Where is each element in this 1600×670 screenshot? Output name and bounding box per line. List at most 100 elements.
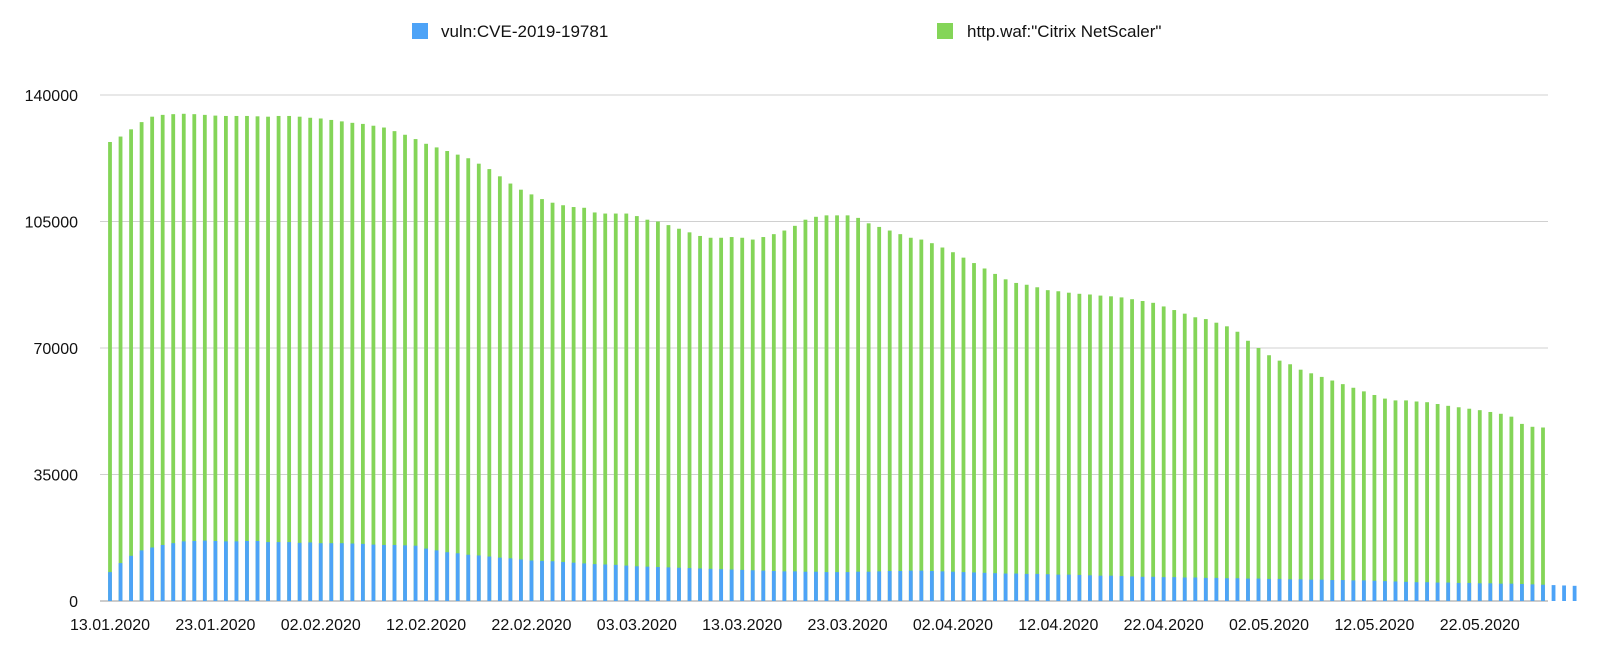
- netscaler-bar: [1541, 427, 1545, 601]
- netscaler-bar: [1109, 296, 1113, 601]
- netscaler-bar: [898, 234, 903, 601]
- netscaler-bar: [192, 114, 197, 601]
- netscaler-bar: [1309, 373, 1314, 601]
- x-tick-label: 13.03.2020: [702, 617, 782, 634]
- cve-bar: [181, 541, 186, 601]
- cve-bar: [266, 542, 270, 601]
- netscaler-bar: [466, 158, 471, 601]
- netscaler-bar: [866, 223, 871, 601]
- cve-bar: [708, 568, 713, 601]
- cve-bar: [1393, 581, 1398, 601]
- netscaler-bar: [561, 205, 565, 602]
- cve-bar: [719, 569, 724, 601]
- netscaler-bar: [550, 202, 555, 601]
- netscaler-bar: [245, 115, 249, 602]
- cve-bar: [1530, 584, 1535, 601]
- cve-bar: [677, 567, 681, 601]
- cve-bar: [761, 570, 766, 601]
- y-tick-label: 35000: [34, 468, 79, 485]
- cve-bar: [887, 571, 892, 601]
- cve-bar: [202, 540, 207, 601]
- netscaler-bar: [318, 118, 323, 602]
- cve-bar: [508, 558, 513, 601]
- netscaler-bar: [1014, 282, 1019, 601]
- x-axis-ticks: 13.01.2020 23.01.2020 02.02.2020 12.02.2020…: [70, 617, 1520, 634]
- netscaler-bar: [1193, 317, 1198, 601]
- cve-bar: [318, 543, 323, 601]
- netscaler-bar: [476, 163, 481, 602]
- netscaler-bar: [1267, 355, 1271, 601]
- netscaler-bar: [1456, 407, 1461, 601]
- x-tick-label: 23.03.2020: [808, 617, 888, 634]
- cve-bar: [1077, 574, 1082, 601]
- netscaler-bar: [1372, 394, 1377, 601]
- netscaler-bar: [814, 216, 818, 602]
- cve-bar: [634, 566, 639, 601]
- netscaler-bar: [908, 237, 913, 601]
- cve-bar: [582, 563, 587, 601]
- cve-bar: [1214, 577, 1219, 601]
- cve-bar: [476, 555, 481, 601]
- cve-bar: [1182, 577, 1187, 601]
- netscaler-bar: [1161, 306, 1166, 601]
- cve-bar: [1045, 574, 1050, 601]
- cve-bar: [729, 569, 734, 601]
- netscaler-bar: [297, 116, 302, 601]
- cve-bar: [1404, 581, 1408, 601]
- netscaler-bar: [951, 252, 955, 601]
- cve-bar: [1488, 583, 1493, 601]
- cve-bar: [1541, 584, 1545, 601]
- netscaler-bars: [108, 113, 1545, 602]
- x-tick-label: 22.02.2020: [491, 617, 571, 634]
- x-tick-label: 12.04.2020: [1018, 617, 1098, 634]
- netscaler-bar: [1024, 284, 1029, 601]
- netscaler-bar: [255, 116, 260, 601]
- netscaler-bar: [234, 115, 239, 602]
- netscaler-bar: [1425, 402, 1429, 601]
- netscaler-bar: [1298, 369, 1303, 601]
- netscaler-bar: [698, 235, 702, 601]
- netscaler-bar: [803, 219, 808, 601]
- cve-bar: [1319, 579, 1324, 601]
- netscaler-bar: [656, 221, 660, 601]
- cve-bar: [1551, 585, 1556, 601]
- netscaler-bar: [982, 268, 987, 601]
- cve-bar: [771, 571, 776, 601]
- cve-bar: [993, 573, 997, 601]
- netscaler-bar: [1256, 348, 1261, 601]
- netscaler-bar: [1151, 302, 1156, 601]
- x-tick-label: 13.01.2020: [70, 617, 150, 634]
- cve-bar: [1014, 573, 1019, 601]
- cve-bar: [1003, 573, 1008, 601]
- cve-bar: [656, 567, 660, 601]
- cve-bar: [803, 571, 808, 601]
- netscaler-bar: [308, 117, 313, 602]
- netscaler-bar: [224, 115, 228, 602]
- netscaler-bar: [1467, 408, 1472, 601]
- x-tick-label: 22.04.2020: [1124, 617, 1204, 634]
- netscaler-bar: [972, 263, 976, 601]
- cve-bar: [1035, 573, 1040, 601]
- netscaler-bar: [729, 237, 734, 602]
- cve-bar: [434, 550, 439, 601]
- cve-bar: [1024, 573, 1029, 601]
- netscaler-bar: [1361, 391, 1366, 601]
- cve-bar: [666, 567, 671, 601]
- netscaler-bar: [1414, 401, 1419, 601]
- cve-bar: [740, 569, 745, 601]
- netscaler-bar: [1088, 294, 1092, 601]
- netscaler-bar: [940, 247, 945, 601]
- netscaler-bar: [740, 237, 745, 601]
- netscaler-bar: [1509, 416, 1514, 601]
- netscaler-bar: [687, 232, 692, 601]
- netscaler-bar: [887, 230, 892, 602]
- cve-bar: [782, 571, 787, 601]
- cve-bar: [297, 542, 302, 601]
- cve-bar: [1520, 584, 1524, 601]
- cve-bar: [613, 564, 618, 601]
- cve-bar: [540, 560, 544, 601]
- netscaler-bar: [571, 207, 576, 602]
- netscaler-bar: [287, 115, 292, 602]
- y-tick-label: 0: [69, 594, 78, 611]
